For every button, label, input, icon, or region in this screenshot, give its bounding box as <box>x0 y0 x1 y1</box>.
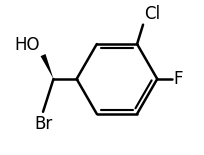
Text: HO: HO <box>14 36 40 54</box>
Text: Cl: Cl <box>145 5 161 23</box>
Polygon shape <box>41 54 53 79</box>
Text: Br: Br <box>34 115 52 133</box>
Text: F: F <box>174 70 183 88</box>
